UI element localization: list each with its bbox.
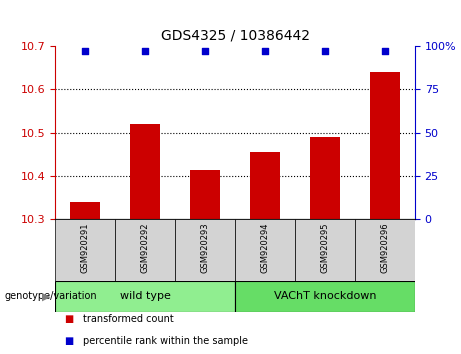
- Text: GSM920294: GSM920294: [260, 223, 270, 273]
- FancyBboxPatch shape: [295, 219, 355, 281]
- Text: VAChT knockdown: VAChT knockdown: [274, 291, 376, 302]
- Text: transformed count: transformed count: [83, 314, 174, 324]
- Text: GSM920296: GSM920296: [380, 223, 390, 273]
- Title: GDS4325 / 10386442: GDS4325 / 10386442: [160, 28, 310, 42]
- Text: ▶: ▶: [42, 291, 51, 302]
- FancyBboxPatch shape: [55, 219, 115, 281]
- Text: GSM920292: GSM920292: [141, 223, 150, 273]
- Point: [82, 48, 89, 54]
- Bar: [370, 72, 400, 219]
- FancyBboxPatch shape: [175, 219, 235, 281]
- Bar: [130, 124, 160, 219]
- Point: [261, 48, 269, 54]
- Point: [142, 48, 149, 54]
- Text: GSM920295: GSM920295: [320, 223, 330, 273]
- FancyBboxPatch shape: [235, 281, 415, 312]
- Text: GSM920293: GSM920293: [201, 223, 210, 273]
- FancyBboxPatch shape: [115, 219, 175, 281]
- Text: percentile rank within the sample: percentile rank within the sample: [83, 336, 248, 346]
- Bar: [310, 137, 340, 219]
- Text: genotype/variation: genotype/variation: [5, 291, 97, 302]
- Text: ■: ■: [65, 336, 74, 346]
- Text: wild type: wild type: [120, 291, 171, 302]
- Text: ■: ■: [65, 314, 74, 324]
- Point: [321, 48, 329, 54]
- Bar: [70, 202, 100, 219]
- Bar: [250, 152, 280, 219]
- FancyBboxPatch shape: [55, 281, 235, 312]
- Point: [201, 48, 209, 54]
- FancyBboxPatch shape: [235, 219, 295, 281]
- Point: [381, 48, 389, 54]
- Bar: [190, 170, 220, 219]
- FancyBboxPatch shape: [355, 219, 415, 281]
- Text: GSM920291: GSM920291: [81, 223, 90, 273]
